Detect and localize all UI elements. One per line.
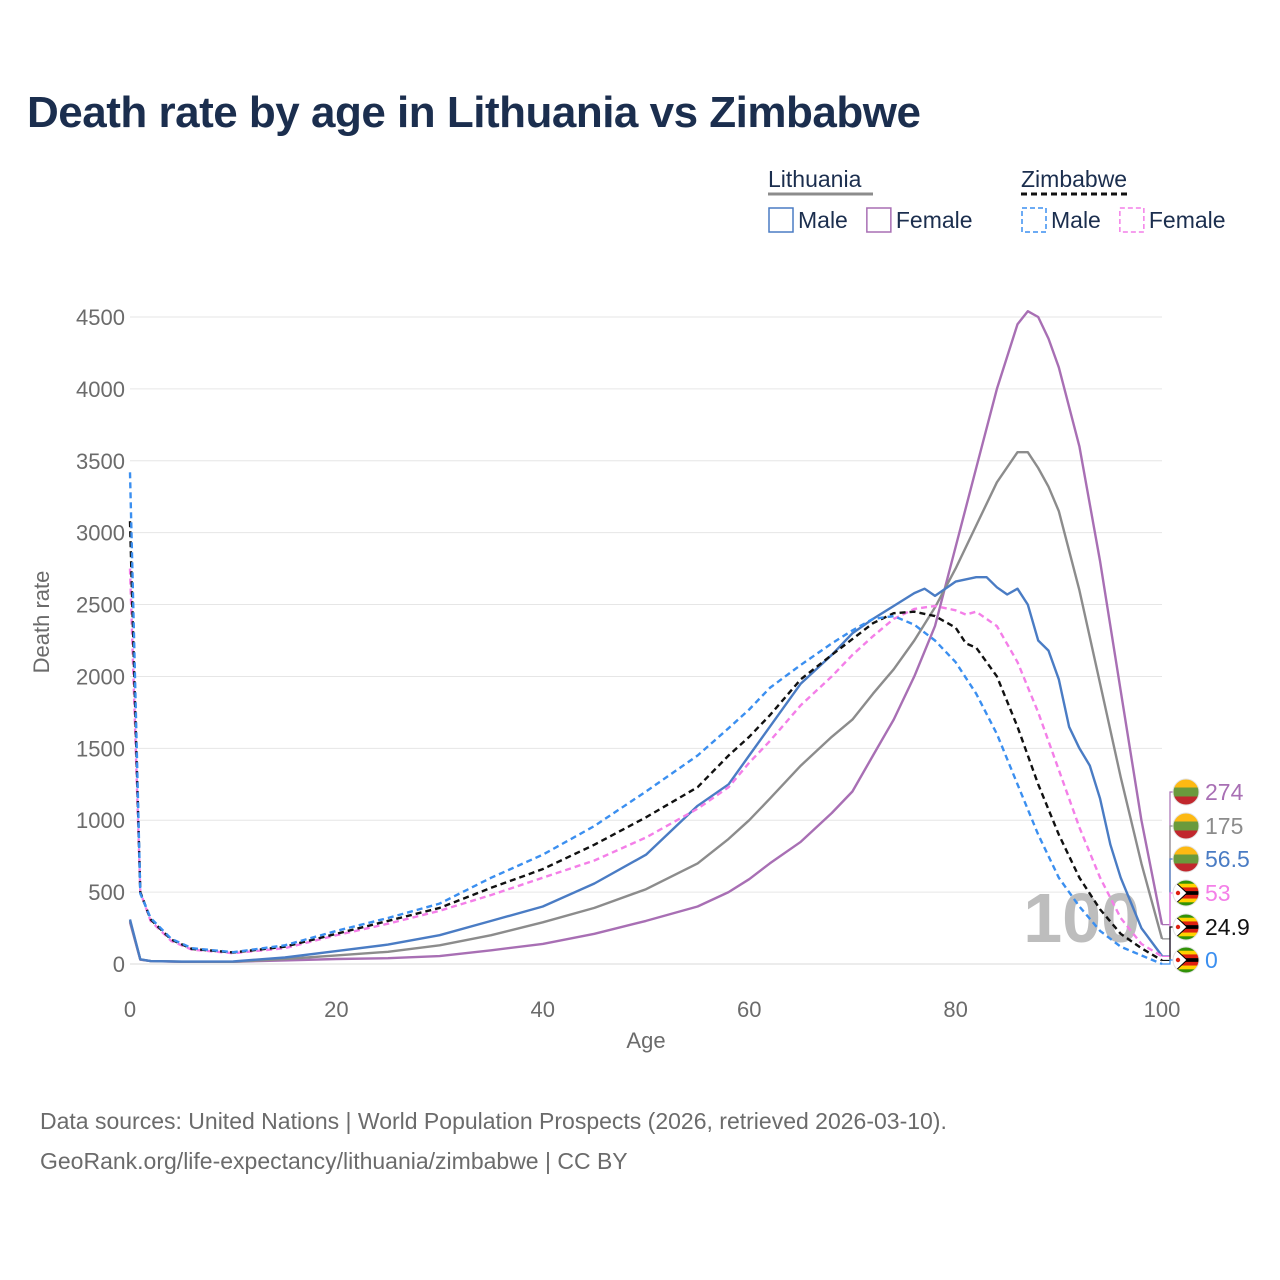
x-tick-label: 80 xyxy=(943,997,967,1022)
flag-stripe xyxy=(1173,936,1199,940)
flag-stripe xyxy=(1173,932,1199,937)
end-label-value: 56.5 xyxy=(1205,846,1250,872)
end-labels: 274 175 56.5 53 24.9 0 xyxy=(1162,778,1250,974)
flag-stripe xyxy=(1173,796,1199,805)
flag-stripe xyxy=(1173,954,1199,959)
flag-stripe xyxy=(1173,917,1199,922)
flag-stripe xyxy=(1173,902,1199,906)
series-lines xyxy=(128,310,1164,966)
source-line-1: Data sources: United Nations | World Pop… xyxy=(40,1108,947,1134)
flag-stripe xyxy=(1173,787,1199,797)
y-tick-label: 2000 xyxy=(76,664,125,689)
x-tick-label: 60 xyxy=(737,997,761,1022)
flag-stripe xyxy=(1173,854,1199,864)
y-tick-label: 4500 xyxy=(76,305,125,330)
flag-star xyxy=(1175,957,1181,963)
legend-item-label: Female xyxy=(896,207,973,233)
series-line xyxy=(128,472,1163,966)
flag-border xyxy=(1172,913,1200,941)
zimbabwe-flag-icon xyxy=(1173,947,1199,973)
flag-stripe xyxy=(1173,887,1199,892)
y-tick-label: 1000 xyxy=(76,808,125,833)
series-line xyxy=(128,568,1163,958)
legend: Lithuania Male Female Zimbabwe Male Female xyxy=(768,166,1226,233)
flag-stripe xyxy=(1173,880,1199,885)
end-label-value: 0 xyxy=(1205,947,1218,973)
chart-title: Death rate by age in Lithuania vs Zimbab… xyxy=(27,88,921,137)
flag-stripe xyxy=(1173,863,1199,872)
y-tick-label: 500 xyxy=(88,880,125,905)
flag-border xyxy=(1172,879,1200,907)
watermark-age: 100 xyxy=(1023,879,1140,957)
legend-swatch xyxy=(1021,207,1047,233)
x-tick-label: 20 xyxy=(324,997,348,1022)
lithuania-flag-icon xyxy=(1173,779,1199,805)
legend-group-title: Lithuania xyxy=(768,166,862,192)
flag-star xyxy=(1175,890,1181,896)
end-label-value: 274 xyxy=(1205,779,1244,805)
grid: 0 500 1000 1500 2000 2500 3000 3500 4000 4500 0 20 4… xyxy=(76,305,1180,1022)
series-line xyxy=(128,310,1164,963)
x-axis-label: Age xyxy=(626,1028,665,1053)
flag-stripe xyxy=(1173,779,1199,788)
flag-stripe xyxy=(1173,821,1199,831)
flag-stripe xyxy=(1173,830,1199,839)
x-tick-label: 0 xyxy=(124,997,136,1022)
series-line xyxy=(128,521,1163,962)
zimbabwe-flag-icon xyxy=(1173,880,1199,906)
legend-group-title: Zimbabwe xyxy=(1021,166,1127,192)
flag-stripe xyxy=(1173,921,1199,926)
flag-stripe xyxy=(1173,950,1199,955)
flag-stripe xyxy=(1173,846,1199,855)
x-tick-label: 40 xyxy=(531,997,555,1022)
y-tick-label: 0 xyxy=(113,952,125,977)
end-label-value: 53 xyxy=(1205,880,1231,906)
y-tick-label: 2500 xyxy=(76,593,125,618)
flag-stripe xyxy=(1173,969,1199,973)
end-label-value: 24.9 xyxy=(1205,914,1250,940)
y-tick-label: 3500 xyxy=(76,449,125,474)
flag-star xyxy=(1175,924,1181,930)
source-line-2[interactable]: GeoRank.org/life-expectancy/lithuania/zi… xyxy=(40,1148,628,1174)
flag-stripe xyxy=(1173,947,1199,952)
flag-border xyxy=(1172,812,1200,840)
lithuania-flag-icon xyxy=(1173,846,1199,872)
flag-stripe xyxy=(1173,961,1199,966)
legend-item-label: Male xyxy=(1051,207,1101,233)
y-tick-label: 1500 xyxy=(76,736,125,761)
legend-item-label: Male xyxy=(798,207,848,233)
flag-border xyxy=(1172,845,1200,873)
flag-stripe xyxy=(1173,813,1199,822)
lithuania-flag-icon xyxy=(1173,813,1199,839)
flag-stripe xyxy=(1173,883,1199,888)
flag-stripe xyxy=(1173,898,1199,903)
x-tick-label: 100 xyxy=(1144,997,1181,1022)
flag-stripe xyxy=(1173,914,1199,919)
flag-stripe xyxy=(1173,894,1199,899)
flag-border xyxy=(1172,778,1200,806)
flag-stripe xyxy=(1173,965,1199,970)
legend-swatch xyxy=(768,207,794,233)
flag-stripe xyxy=(1173,928,1199,933)
y-axis-label: Death rate xyxy=(29,571,54,674)
axes: Age Death rate xyxy=(29,571,1162,1053)
series-line xyxy=(128,576,1163,963)
end-label-value: 175 xyxy=(1205,813,1243,839)
zimbabwe-flag-icon xyxy=(1173,914,1199,940)
y-tick-label: 3000 xyxy=(76,521,125,546)
legend-item-label: Female xyxy=(1149,207,1226,233)
flag-border xyxy=(1172,946,1200,974)
y-tick-label: 4000 xyxy=(76,377,125,402)
legend-swatch xyxy=(1119,207,1145,233)
series-line xyxy=(128,451,1164,963)
legend-swatch xyxy=(866,207,892,233)
